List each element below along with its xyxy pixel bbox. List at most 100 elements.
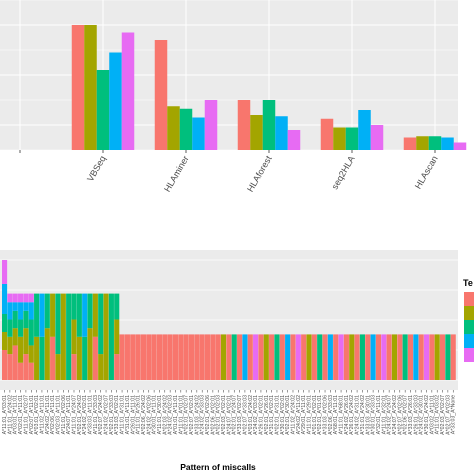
top-bar	[453, 142, 467, 150]
bottom-bar-segment	[349, 334, 355, 380]
bottom-bar-segment	[114, 293, 120, 320]
bottom-bar-segment	[28, 345, 34, 363]
bottom-x-tick-label: A*02:01_A*30:01	[285, 395, 291, 435]
bottom-bar-segment	[87, 293, 93, 329]
legend-keys	[464, 292, 474, 362]
bottom-x-tick-label: A*33:03_A*11:01	[88, 395, 94, 435]
bottom-x-tick-label: A*31:01_A*02:01	[269, 395, 275, 435]
top-bar	[84, 25, 97, 150]
bottom-x-tick-label: A*02:03_A*24:02	[162, 395, 168, 435]
bottom-bar-segment	[359, 334, 365, 380]
bottom-x-tick-label: A*33:03_A*02:06	[323, 395, 329, 435]
bottom-legend: Te	[463, 278, 474, 362]
bottom-x-tick-label: A*02:03_A*02:07	[440, 395, 446, 435]
bottom-bar-segment	[23, 302, 29, 311]
bottom-bar-segment	[82, 336, 88, 380]
bottom-x-tick-label: A*24:02_A*02:01	[82, 395, 88, 435]
bottom-chart: A*11:01_A*03:01 A*11:01_A*24:02 A*03:01_A*…	[0, 250, 458, 472]
bottom-bar-segment	[220, 334, 227, 380]
top-chart: VBSeqHLAminerHLAforestseq2HLAHLAscanHISA…	[0, 0, 467, 194]
bottom-x-tick-label: A*24:07_A*02:01	[226, 395, 232, 435]
bottom-bar-segment	[188, 334, 195, 380]
bottom-bar-segment	[135, 334, 141, 380]
bottom-bar-segment	[98, 293, 104, 355]
bottom-bar-segment	[162, 334, 168, 380]
bottom-x-axis-title: Pattern of miscalls	[180, 462, 256, 472]
bottom-bar-segment	[66, 293, 72, 380]
bottom-x-tick-label: A*02:06_A*02:07	[403, 395, 409, 435]
bottom-x-tick-label: A*02:07_A*02:01	[189, 395, 195, 435]
bottom-bar-segment	[226, 334, 232, 380]
bottom-x-tick-label: A*02:01_A*26:01	[264, 395, 270, 435]
bottom-x-tick-label: A*24:02_A*11:02	[296, 395, 302, 435]
bottom-bar-segment	[311, 334, 317, 380]
bottom-bar-segment	[12, 345, 18, 380]
bottom-x-tick-label: A*26:01_A*33:03	[413, 395, 419, 435]
bottom-bar-segment	[327, 334, 333, 380]
bottom-x-tick-label: A*26:01_A*02:01	[258, 395, 264, 435]
bottom-bar-segment	[370, 334, 376, 380]
bottom-x-tick-label: A*31:01_A*24:02	[360, 395, 366, 435]
bottom-x-tick-label: A*11:01_A*32:01	[381, 395, 387, 435]
bottom-bar-segment	[397, 334, 403, 380]
bottom-x-tick-label: A*24:02_A*24:07	[387, 395, 393, 435]
top-bar	[370, 125, 384, 150]
bottom-x-tick-label: A*11:01_A*30:01	[157, 395, 163, 435]
bottom-x-tick-label: A*02:01_A*24:02	[77, 395, 83, 435]
bottom-bar-segment	[199, 334, 205, 380]
bottom-bar-segment	[18, 336, 24, 363]
top-bar	[416, 136, 429, 150]
top-bar	[428, 136, 442, 150]
top-x-tick-label: HLAscan	[413, 154, 440, 191]
bottom-x-tick-label: A*02:07_A*02:06	[397, 395, 403, 435]
bottom-bar-segment	[253, 334, 259, 380]
top-bar	[121, 32, 135, 150]
bottom-x-tick-label: A*24:02_A*02:03	[168, 395, 174, 435]
top-x-tick-label: HLAforest	[245, 154, 274, 194]
bottom-bar-segment	[381, 334, 387, 380]
bottom-bar-segment	[108, 293, 114, 380]
bottom-bar-segment	[183, 334, 189, 380]
bottom-bar-segment	[279, 334, 285, 380]
bottom-x-tick-label: A*11:01_A*26:01	[136, 395, 142, 435]
top-bar	[287, 130, 301, 150]
bottom-x-tick-label: A*02:06_A*11:01	[50, 395, 56, 435]
bottom-x-tick-label: A*30:01_A*11:01	[152, 395, 158, 435]
top-bar	[250, 115, 263, 150]
legend-key	[464, 292, 474, 306]
bottom-x-tick-label: A*24:02_A*30:01	[419, 395, 425, 435]
bottom-bar-segment	[55, 354, 61, 380]
bottom-bar-segment	[71, 354, 77, 380]
top-bar	[192, 117, 205, 150]
bottom-bar-segment	[407, 334, 414, 380]
top-bar	[154, 40, 168, 150]
bottom-x-tick-label: A*11:02_A*11:01	[39, 395, 45, 434]
top-bar	[96, 70, 110, 150]
bottom-x-tick-label: A*02:06_A*02:01	[210, 395, 216, 435]
top-x-tick-labels: VBSeqHLAminerHLAforestseq2HLAHLAscanHISA…	[85, 154, 440, 194]
bottom-bar-segment	[263, 334, 269, 380]
bottom-x-tick-label: A*02:07_A*33:03	[242, 395, 248, 435]
bottom-bar-segment	[12, 293, 18, 303]
bottom-x-tick-label: A*02:01_A*02:06	[205, 395, 211, 435]
bottom-bar-segment	[130, 334, 136, 380]
legend-key	[464, 334, 474, 348]
bottom-x-tick-label: A*03:01_A*24:02	[248, 395, 254, 435]
bottom-x-tick-label: A*24:02_A*03:01	[253, 395, 259, 435]
bottom-bar-segment	[28, 362, 34, 380]
bottom-x-tick-label: A*02:06_A*24:02	[141, 395, 147, 435]
bottom-x-tick-label: A*02:01_A*02:07	[184, 395, 190, 435]
bottom-bar-segment	[18, 302, 24, 320]
bottom-x-tick-label: A*30:01_A*02:01	[280, 395, 286, 435]
bottom-x-tick-label: A*26:01_A*11:01	[130, 395, 136, 435]
bottom-bar-segment	[114, 354, 120, 380]
bottom-bar-segment	[50, 336, 56, 380]
top-x-tick-label: seq2HLA	[330, 154, 357, 191]
bottom-bar-segment	[306, 334, 312, 380]
bottom-bar-segment	[439, 334, 446, 380]
bottom-bar-segment	[60, 293, 66, 380]
bottom-bar-segment	[290, 334, 296, 380]
bottom-x-tick-label: A*11:01_A*03:01	[2, 395, 8, 435]
bottom-bar-segment	[98, 354, 104, 380]
bottom-x-tick-label: A*02:01_A*31:01	[274, 395, 280, 435]
